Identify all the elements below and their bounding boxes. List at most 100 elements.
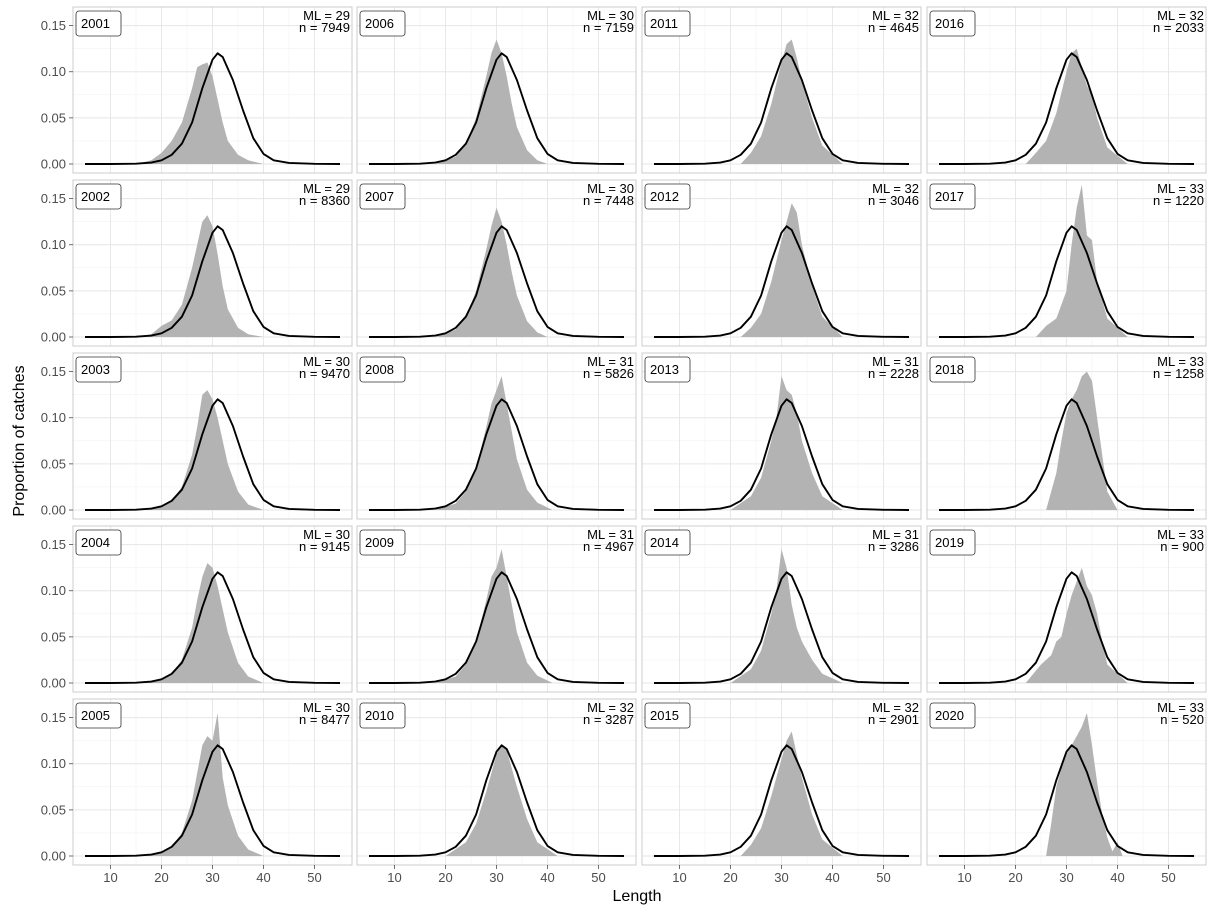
year-label: 2011	[650, 16, 678, 31]
panel-border	[641, 352, 922, 520]
observed-area-2006	[435, 39, 548, 164]
y-tick-label: 0.15	[41, 364, 66, 379]
n-label: n = 1258	[1153, 366, 1204, 381]
reference-line-2009	[369, 571, 625, 684]
x-tick-label: 50	[1161, 870, 1175, 885]
y-tick-label: 0.10	[41, 410, 66, 425]
x-axis-title: Length	[613, 888, 662, 905]
panel-2017: 2017 ML = 33n = 1220	[926, 179, 1207, 347]
x-tick-label: 10	[957, 870, 971, 885]
observed-area-2013	[730, 376, 843, 510]
y-tick-label: 0.05	[41, 802, 66, 817]
panel-2008: 2008 ML = 31n = 5826	[356, 352, 637, 520]
ml-label: ML = 31	[587, 354, 634, 369]
panel-2007: 2007 ML = 30n = 7448	[356, 179, 637, 347]
panel-2020: 2020 ML = 33n = 520 10 20 30 40 50	[926, 698, 1207, 885]
ml-label: ML = 29	[303, 8, 350, 23]
year-label-box	[644, 10, 691, 37]
x-tick-label: 30	[774, 870, 788, 885]
reference-line-2005	[85, 744, 341, 857]
n-label: n = 7159	[583, 20, 634, 35]
year-label: 2005	[81, 708, 110, 723]
year-label-box	[929, 356, 976, 383]
x-tick-label: 10	[103, 870, 117, 885]
year-label-box	[359, 356, 406, 383]
reference-line-2008	[369, 398, 625, 511]
reference-line-2007	[369, 225, 625, 338]
reference-line-2006	[369, 52, 625, 165]
x-tick-label: 20	[1008, 870, 1022, 885]
ml-label: ML = 32	[587, 700, 634, 715]
reference-line-2014	[654, 571, 910, 684]
n-label: n = 2033	[1153, 20, 1204, 35]
panel-border	[356, 352, 637, 520]
year-label-box	[75, 10, 122, 37]
x-tick-label: 50	[591, 870, 605, 885]
ml-label: ML = 32	[1157, 8, 1204, 23]
n-label: n = 3286	[868, 539, 919, 554]
y-tick-label: 0.15	[41, 191, 66, 206]
panel-2002: 2002 ML = 29n = 8360 0.00 0.05 0.10 0.15	[41, 179, 353, 347]
x-tick-label: 30	[205, 870, 219, 885]
reference-line-2002	[85, 225, 341, 338]
n-label: n = 7949	[299, 20, 350, 35]
reference-line-2015	[654, 744, 910, 857]
ml-label: ML = 30	[303, 354, 350, 369]
n-label: n = 7448	[583, 193, 634, 208]
panel-border	[926, 352, 1207, 520]
ml-label: ML = 33	[1157, 354, 1204, 369]
y-tick-label: 0.05	[41, 456, 66, 471]
year-label-box	[359, 529, 406, 556]
panel-border	[926, 179, 1207, 347]
year-label: 2015	[650, 708, 679, 723]
x-tick-label: 10	[672, 870, 686, 885]
year-label-box	[929, 702, 976, 729]
reference-line-2018	[939, 398, 1195, 511]
ml-label: ML = 30	[587, 181, 634, 196]
panel-border	[72, 179, 353, 347]
observed-area-2012	[740, 203, 843, 337]
y-tick-label: 0.00	[41, 503, 66, 518]
x-tick-label: 40	[1110, 870, 1124, 885]
x-tick-label: 40	[825, 870, 839, 885]
year-label-box	[359, 702, 406, 729]
year-label: 2008	[365, 362, 394, 377]
year-label: 2010	[365, 708, 394, 723]
year-label-box	[359, 183, 406, 210]
year-label: 2001	[81, 16, 110, 31]
y-tick-label: 0.15	[41, 710, 66, 725]
observed-area-2019	[1025, 567, 1128, 683]
observed-area-2015	[740, 731, 843, 856]
panel-border	[926, 6, 1207, 174]
ml-label: ML = 29	[303, 181, 350, 196]
year-label-box	[75, 529, 122, 556]
ml-label: ML = 31	[872, 354, 919, 369]
reference-line-2019	[939, 571, 1195, 684]
n-label: n = 900	[1160, 539, 1204, 554]
x-tick-label: 20	[438, 870, 452, 885]
panel-border	[72, 525, 353, 693]
panel-2014: 2014 ML = 31n = 3286	[641, 525, 922, 693]
year-label: 2018	[935, 362, 964, 377]
year-label: 2017	[935, 189, 964, 204]
observed-area-2002	[136, 215, 264, 337]
n-label: n = 3287	[583, 712, 634, 727]
ml-label: ML = 33	[1157, 527, 1204, 542]
y-tick-label: 0.10	[41, 583, 66, 598]
observed-area-2001	[136, 62, 264, 164]
panel-2016: 2016 ML = 32n = 2033	[926, 6, 1207, 174]
ml-label: ML = 30	[587, 8, 634, 23]
reference-line-2020	[939, 744, 1195, 857]
year-label: 2020	[935, 708, 964, 723]
year-label: 2006	[365, 16, 394, 31]
y-tick-label: 0.10	[41, 756, 66, 771]
year-label: 2009	[365, 535, 394, 550]
panel-border	[72, 6, 353, 174]
n-label: n = 4967	[583, 539, 634, 554]
panel-2004: 2004 ML = 30n = 9145 0.00 0.05 0.10 0.15	[41, 525, 353, 693]
n-label: n = 8360	[299, 193, 350, 208]
reference-line-2013	[654, 398, 910, 511]
ml-label: ML = 31	[587, 527, 634, 542]
